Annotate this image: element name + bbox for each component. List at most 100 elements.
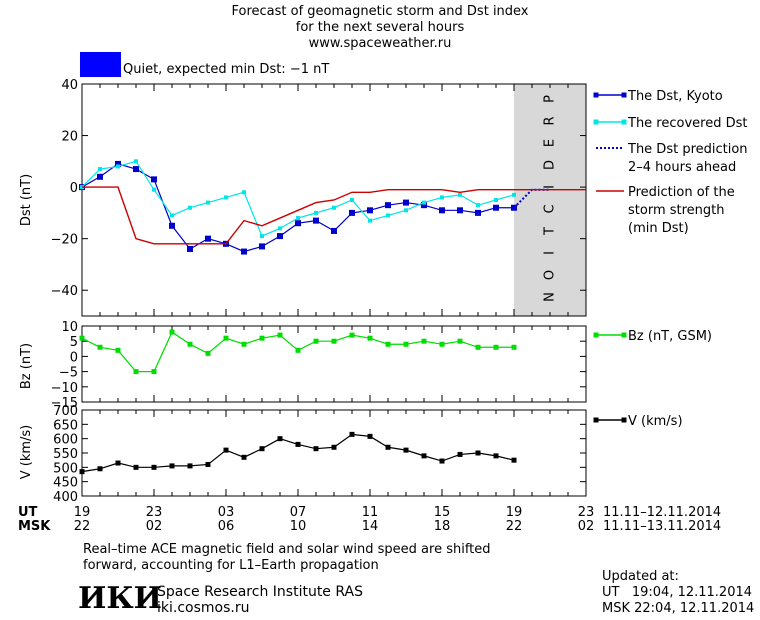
data-point xyxy=(314,210,318,215)
footer-note-line1: Real–time ACE magnetic field and solar w… xyxy=(83,542,491,557)
legend-recovered-marker xyxy=(593,119,599,125)
data-point xyxy=(187,245,193,252)
legend-strength-label: Prediction of the xyxy=(628,185,735,200)
data-point xyxy=(152,187,156,192)
y-tick-label: −10 xyxy=(51,381,78,396)
data-point xyxy=(259,446,265,452)
data-point xyxy=(295,347,301,353)
data-point xyxy=(223,447,229,453)
ut-tick-label: 15 xyxy=(434,505,451,520)
data-point xyxy=(403,199,409,206)
institute-site[interactable]: iki.cosmos.ru xyxy=(157,600,250,616)
legend-v-marker xyxy=(621,417,627,423)
prediction-letter: D xyxy=(543,158,558,170)
institute-name: Space Research Institute RAS xyxy=(157,584,363,600)
data-point xyxy=(98,167,102,172)
data-point xyxy=(295,220,301,227)
data-point xyxy=(493,204,499,211)
data-point xyxy=(223,335,229,341)
series-line xyxy=(82,186,586,245)
data-point xyxy=(349,431,355,437)
data-point xyxy=(457,338,463,344)
data-point xyxy=(115,460,121,466)
y-tick-label: 400 xyxy=(53,490,78,505)
y-tick-label: 10 xyxy=(61,320,78,335)
data-point xyxy=(331,227,337,234)
data-point xyxy=(97,466,103,472)
data-point xyxy=(421,202,427,209)
data-point xyxy=(475,209,481,216)
data-point xyxy=(386,213,390,218)
data-point xyxy=(97,344,103,350)
data-point xyxy=(277,332,283,338)
data-point xyxy=(349,332,355,338)
data-point xyxy=(133,464,139,470)
data-point xyxy=(350,198,354,202)
prediction-letter: T xyxy=(543,225,558,236)
data-point xyxy=(296,216,300,221)
legend-v-label: V (km/s) xyxy=(628,414,683,429)
data-point xyxy=(349,209,355,216)
data-point xyxy=(241,454,247,460)
ut-tick-label: 03 xyxy=(218,505,235,520)
msk-tick-label: 06 xyxy=(218,519,235,534)
legend-recovered-label: The recovered Dst xyxy=(627,116,747,131)
data-point xyxy=(313,446,319,452)
y-tick-label: 550 xyxy=(53,447,78,462)
data-point xyxy=(422,200,426,205)
data-point xyxy=(97,173,103,180)
y-tick-label: 600 xyxy=(53,433,78,448)
y-tick-label: 650 xyxy=(53,418,78,433)
prediction-letter: O xyxy=(543,268,558,280)
y-tick-label: 0 xyxy=(70,350,78,365)
data-point xyxy=(421,338,427,344)
y-tick-label: −20 xyxy=(51,233,78,248)
msk-tick-label: 22 xyxy=(506,519,523,534)
data-point xyxy=(116,164,120,169)
updated-ut: UT 19:04, 12.11.2014 xyxy=(602,585,753,600)
prediction-letter: R xyxy=(543,114,558,125)
y-tick-label: 700 xyxy=(53,404,78,419)
prediction-band xyxy=(514,84,586,316)
data-point xyxy=(134,159,138,164)
ut-tick-label: 23 xyxy=(146,505,163,520)
y-tick-label: 20 xyxy=(61,130,78,145)
data-point xyxy=(439,207,445,214)
data-point xyxy=(205,235,211,242)
data-point xyxy=(511,344,517,350)
msk-label: MSK xyxy=(18,519,51,534)
legend-strength-label: storm strength xyxy=(628,203,725,218)
data-point xyxy=(224,195,228,200)
data-point xyxy=(439,458,445,464)
data-point xyxy=(439,341,445,347)
msk-date-range: 11.11–13.11.2014 xyxy=(603,519,721,534)
legend-bz-label: Bz (nT, GSM) xyxy=(628,329,712,344)
data-point xyxy=(367,335,373,341)
data-point xyxy=(133,369,139,375)
data-point xyxy=(115,347,121,353)
prediction-letter: P xyxy=(543,93,558,103)
ut-tick-label: 11 xyxy=(362,505,379,520)
y-axis-label: V (km/s) xyxy=(19,425,34,480)
y-tick-label: 5 xyxy=(70,335,78,350)
data-point xyxy=(494,198,498,202)
iki-logo: ИКИ xyxy=(78,581,162,616)
data-point xyxy=(493,453,499,459)
data-point xyxy=(278,226,282,231)
data-point xyxy=(511,457,517,463)
series-line xyxy=(81,163,514,253)
source-url[interactable]: www.spaceweather.ru xyxy=(308,36,452,51)
data-point xyxy=(403,341,409,347)
data-point xyxy=(151,369,157,375)
y-tick-label: 40 xyxy=(61,78,78,93)
data-point xyxy=(277,436,283,442)
y-tick-label: 450 xyxy=(53,476,78,491)
y-tick-label: −40 xyxy=(51,284,78,299)
y-tick-label: 0 xyxy=(70,181,78,196)
ut-tick-label: 19 xyxy=(506,505,523,520)
prediction-letter: E xyxy=(543,137,558,147)
legend-bz-marker xyxy=(593,332,599,338)
panel-frame xyxy=(81,409,587,497)
legend-v-marker xyxy=(593,417,599,423)
